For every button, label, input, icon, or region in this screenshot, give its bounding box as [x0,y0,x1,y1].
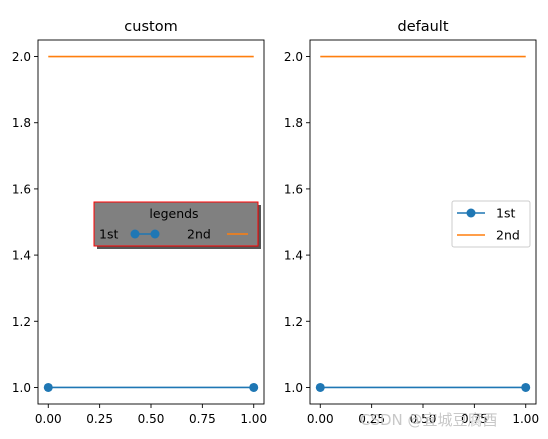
subplot-title: default [397,19,448,35]
subplot-title: custom [124,19,177,35]
y-tick-label: 1.8 [284,116,303,130]
y-tick-label: 2.0 [12,50,31,64]
x-tick-label: 1.00 [512,412,539,426]
legend-label-1st: 1st [99,227,118,242]
y-tick-label: 1.8 [12,116,31,130]
x-tick-label: 0.75 [461,412,488,426]
data-point-1st [249,382,259,392]
y-tick-label: 1.0 [284,381,303,395]
data-point-1st [521,382,531,392]
y-tick-label: 1.4 [12,249,31,263]
legend: legends 1st 2nd [93,201,261,249]
x-tick-label: 0.75 [189,412,216,426]
x-tick-label: 0.00 [307,412,334,426]
x-tick-label: 0.25 [86,412,113,426]
data-point-1st [315,382,325,392]
x-tick-label: 1.00 [240,412,267,426]
legend-label-2nd: 2nd [496,228,520,243]
subplot-default: default 0.00 0.25 0.50 0.75 1.00 1.0 1.2 1.4 1.6 1… [284,19,539,426]
x-tick-label: 0.25 [358,412,385,426]
y-tick-label: 1.2 [12,315,31,329]
y-tick-label: 2.0 [284,50,303,64]
y-tick-label: 1.6 [284,182,303,196]
x-tick-label: 0.00 [35,412,62,426]
y-tick-label: 1.0 [12,381,31,395]
x-tick-label: 0.50 [410,412,437,426]
y-tick-label: 1.4 [284,249,303,263]
legend-title: legends [149,206,198,221]
data-point-1st [43,382,53,392]
legend-marker-1st [466,208,476,218]
legend-marker-1st [150,229,160,239]
legend-label-2nd: 2nd [187,227,211,242]
legend-box [93,201,259,247]
watermark: CSDN @宜城豆腐酉 [360,411,498,429]
legend-label-1st: 1st [496,206,515,221]
y-tick-label: 1.6 [12,182,31,196]
x-tick-label: 0.50 [138,412,165,426]
subplot-custom: custom 0.00 0.25 0.50 0.75 1.00 1.0 1.2 1.4 1.6 1.… [12,19,267,426]
legend-marker-1st [130,229,140,239]
y-tick-label: 1.2 [284,315,303,329]
